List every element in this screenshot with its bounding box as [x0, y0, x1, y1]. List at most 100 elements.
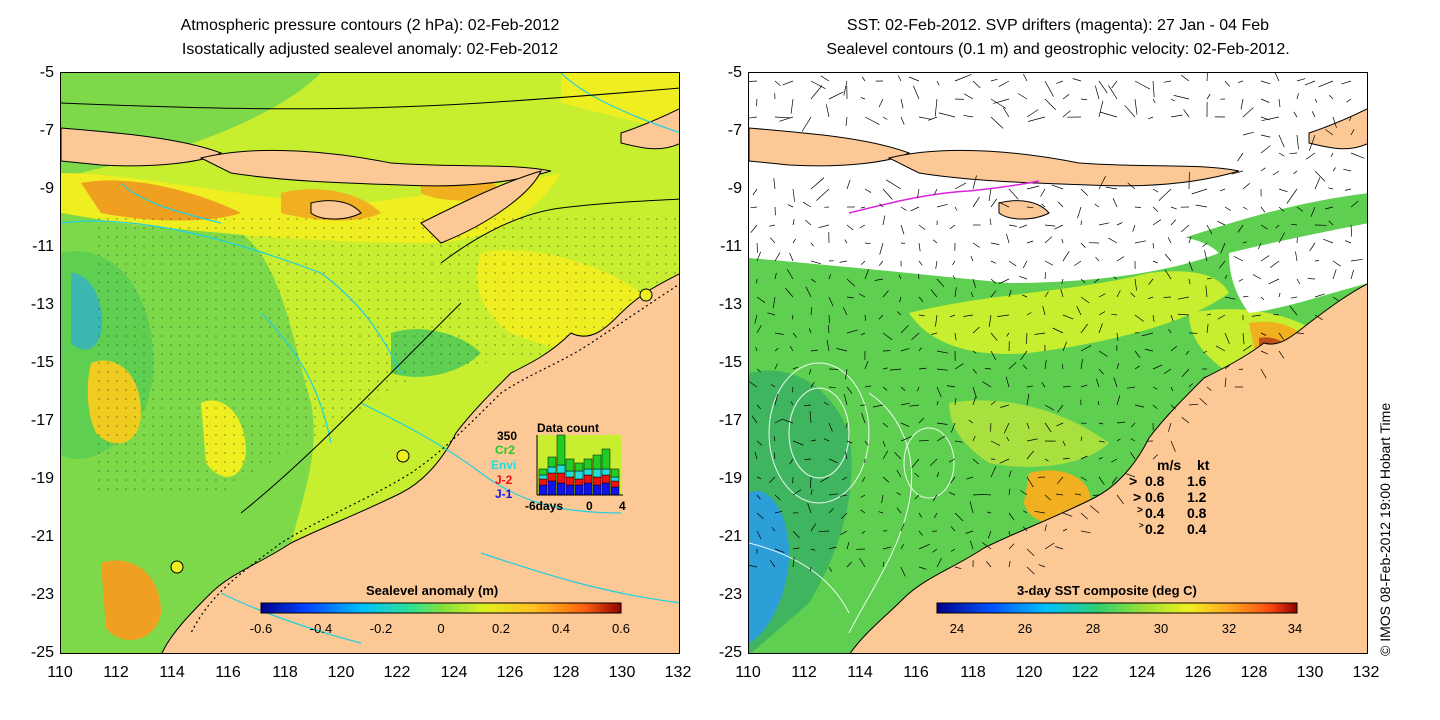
velocity-vector [756, 512, 764, 520]
velocity-vector [1008, 543, 1015, 550]
velocity-vector [1325, 206, 1334, 210]
velocity-vector [1098, 323, 1103, 334]
velocity-vector [792, 547, 800, 550]
sla-colorbar-tick: 0.6 [611, 621, 631, 636]
velocity-vector [1040, 188, 1046, 197]
velocity-vector [916, 386, 920, 392]
velocity-vector [1080, 242, 1086, 249]
velocity-vector [1062, 364, 1064, 370]
velocity-vector [872, 404, 884, 408]
velocity-vector [878, 511, 884, 514]
velocity-vector [1275, 224, 1280, 229]
velocity-vector [1170, 219, 1177, 226]
y-tick-label: -21 [718, 528, 742, 545]
velocity-vector [846, 542, 850, 550]
x-tick-label: 130 [1296, 664, 1324, 681]
velocity-vector [1130, 292, 1136, 298]
velocity-vector [908, 76, 920, 82]
velocity-vector [755, 346, 758, 352]
velocity-vector [1191, 188, 1208, 195]
velocity-vector [1000, 404, 1010, 408]
velocity-vector [954, 287, 957, 298]
velocity-vector [1095, 256, 1100, 262]
velocity-vector [963, 114, 974, 118]
velocity-vector [1134, 365, 1140, 370]
velocity-vector [954, 363, 964, 370]
velocity-vector [1044, 80, 1054, 97]
velocity-vector [1278, 206, 1285, 212]
y-tick-label: -11 [720, 238, 742, 255]
velocity-vector [1242, 107, 1254, 118]
velocity-vector [1260, 134, 1271, 138]
velocity-vector [990, 440, 1001, 446]
histogram-bar-segment [538, 478, 548, 486]
velocity-vector [1017, 93, 1028, 100]
velocity-vector [1332, 167, 1336, 172]
velocity-vector [828, 314, 830, 324]
x-tick-label: 116 [903, 664, 929, 681]
velocity-vector [1008, 188, 1019, 200]
velocity-vector [1206, 224, 1213, 235]
velocity-vector [1273, 314, 1280, 316]
velocity-vector [900, 544, 904, 550]
velocity-vector [1056, 476, 1064, 485]
sst-colorbar [936, 602, 1298, 614]
velocity-vector [989, 218, 992, 226]
velocity-vector [954, 566, 962, 570]
sst-colorbar-tick: 24 [949, 621, 965, 636]
velocity-vector [1112, 198, 1118, 208]
velocity-vector [900, 325, 909, 334]
velocity-vector [864, 116, 880, 125]
velocity-vector [1293, 170, 1298, 175]
velocity-vector [950, 476, 956, 484]
velocity-vector [1260, 98, 1270, 103]
velocity-vector [1296, 332, 1304, 334]
velocity-vector [1098, 293, 1106, 298]
velocity-vector [933, 512, 938, 519]
velocity-vector [774, 393, 779, 406]
velocity-vector [754, 314, 758, 324]
velocity-vector [774, 116, 790, 119]
velocity-vector [1026, 109, 1039, 118]
velocity-vector [864, 188, 872, 193]
velocity-vector [836, 348, 848, 352]
velocity-vector [900, 422, 910, 427]
velocity-vector [792, 557, 795, 568]
velocity-vector [756, 494, 761, 500]
velocity-vector [1242, 332, 1245, 345]
speed-legend-ms: 0.8 [1145, 473, 1165, 489]
velocity-vector [1080, 358, 1083, 370]
velocity-vector [998, 201, 1010, 208]
velocity-vector [900, 206, 907, 211]
velocity-vector [810, 278, 816, 283]
data-count-histogram [536, 434, 623, 496]
velocity-vector [1242, 344, 1252, 352]
velocity-vector [914, 494, 920, 500]
velocity-vector [861, 530, 866, 534]
velocity-vector [1080, 476, 1087, 481]
y-tick-label: -21 [30, 528, 54, 545]
velocity-vector [1188, 278, 1191, 285]
velocity-vector [1008, 362, 1017, 370]
velocity-vector [954, 512, 964, 522]
velocity-vector [1026, 240, 1034, 244]
y-tick-label: -19 [718, 470, 742, 487]
histogram-bar-segment [583, 474, 593, 484]
velocity-vector [826, 339, 830, 352]
velocity-vector [1181, 368, 1190, 378]
velocity-vector [1278, 134, 1285, 148]
histogram-bar-segment [610, 476, 620, 482]
velocity-vector [843, 80, 848, 96]
velocity-vector [1152, 404, 1158, 410]
velocity-vector [1224, 332, 1230, 344]
x-tick-label: 124 [1128, 664, 1156, 681]
speed-legend-header-kt: kt [1197, 457, 1210, 473]
histogram-bar-segment [601, 448, 611, 470]
velocity-vector [1062, 512, 1073, 517]
velocity-vector [860, 509, 866, 514]
velocity-vector [1328, 187, 1334, 190]
velocity-vector [900, 402, 910, 406]
velocity-vector [946, 385, 956, 388]
velocity-vector [842, 307, 848, 316]
velocity-vector [846, 296, 854, 299]
